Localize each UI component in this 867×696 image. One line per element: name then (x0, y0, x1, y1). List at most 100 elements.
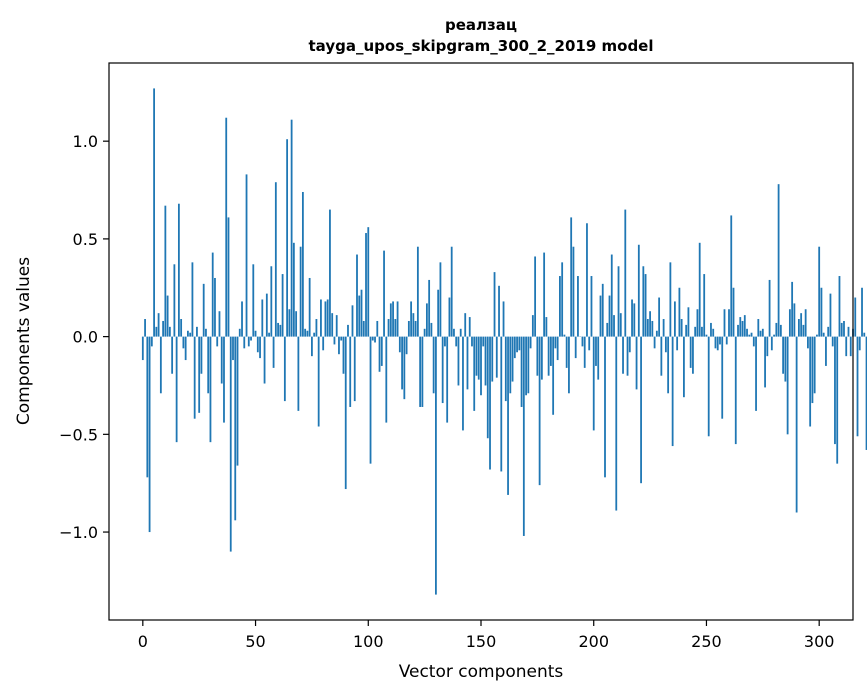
bar (673, 301, 676, 337)
bar (252, 264, 255, 337)
bar (619, 313, 622, 337)
bar (624, 209, 627, 337)
bar (719, 336, 721, 345)
bar (831, 336, 834, 347)
bar (500, 336, 503, 472)
bar (416, 246, 419, 337)
bar (468, 317, 471, 337)
bar (795, 336, 798, 513)
bar (292, 242, 295, 337)
bar (669, 262, 672, 337)
bar (389, 303, 392, 337)
bar (563, 334, 566, 337)
bar (297, 336, 300, 411)
bar (583, 336, 586, 368)
bar (509, 336, 512, 394)
bar (347, 324, 349, 337)
bar (734, 336, 737, 445)
bar (856, 336, 859, 437)
x-tick-label: 250 (691, 632, 722, 651)
x-tick-label: 150 (466, 632, 497, 651)
chart-subtitle: tayga_upos_skipgram_300_2_2019 model (309, 37, 654, 55)
bar (306, 330, 309, 337)
bar (779, 324, 782, 337)
plot-frame (108, 62, 854, 621)
bar (534, 256, 537, 337)
bar (809, 336, 812, 427)
bar (209, 336, 212, 443)
chart-title: реалзац (445, 16, 517, 34)
bar (527, 336, 530, 394)
bar (311, 336, 313, 357)
bar (338, 336, 340, 355)
bar (525, 336, 527, 396)
bar (730, 215, 733, 337)
bar (378, 336, 381, 372)
bar (410, 301, 413, 337)
bar (489, 336, 491, 470)
bar (572, 246, 575, 337)
bar (631, 299, 633, 337)
x-tick-label: 0 (138, 632, 148, 651)
bar (838, 276, 841, 337)
bar (752, 336, 755, 347)
bar (660, 336, 663, 376)
bar (227, 217, 230, 337)
bar (640, 336, 642, 484)
bar (175, 336, 178, 443)
bar (588, 336, 591, 351)
bar (689, 336, 692, 368)
x-tick-label: 300 (804, 632, 835, 651)
x-tick-label: 200 (578, 632, 609, 651)
bar (274, 182, 277, 337)
bar (444, 336, 446, 347)
bar (164, 205, 167, 337)
bar (683, 336, 685, 398)
bar (362, 320, 365, 337)
bar (807, 336, 809, 349)
bar (678, 287, 681, 337)
bar (439, 262, 442, 337)
bar (516, 336, 518, 353)
bar (604, 336, 606, 478)
bar (545, 317, 548, 337)
bar (182, 336, 185, 349)
bar (777, 184, 780, 337)
bar (843, 320, 845, 337)
bar (739, 317, 742, 337)
bar (662, 319, 665, 337)
bar (367, 227, 370, 337)
bar (716, 336, 719, 351)
bar (374, 336, 376, 343)
bar (254, 330, 257, 337)
bar (750, 332, 753, 337)
bar (680, 319, 683, 337)
bar (173, 264, 176, 337)
bar (696, 309, 699, 337)
bar (543, 252, 546, 337)
bar (834, 336, 836, 445)
bar (301, 191, 304, 337)
y-axis-label: Components values (14, 257, 34, 425)
bar (655, 330, 658, 337)
bar (279, 324, 282, 337)
bar (320, 299, 322, 337)
bar (746, 328, 748, 337)
bar (148, 336, 151, 533)
bar (592, 336, 595, 431)
bar (193, 336, 196, 419)
bar (653, 336, 656, 349)
bar (556, 336, 559, 361)
bar (392, 301, 394, 337)
bar (818, 246, 821, 337)
bar (344, 336, 347, 490)
bar (511, 336, 514, 382)
bar (207, 336, 210, 394)
bar (725, 336, 728, 345)
bar (667, 336, 670, 394)
bar (245, 174, 248, 337)
bar (507, 336, 509, 495)
bar (608, 295, 611, 337)
bar (471, 336, 473, 347)
bar (396, 301, 399, 337)
